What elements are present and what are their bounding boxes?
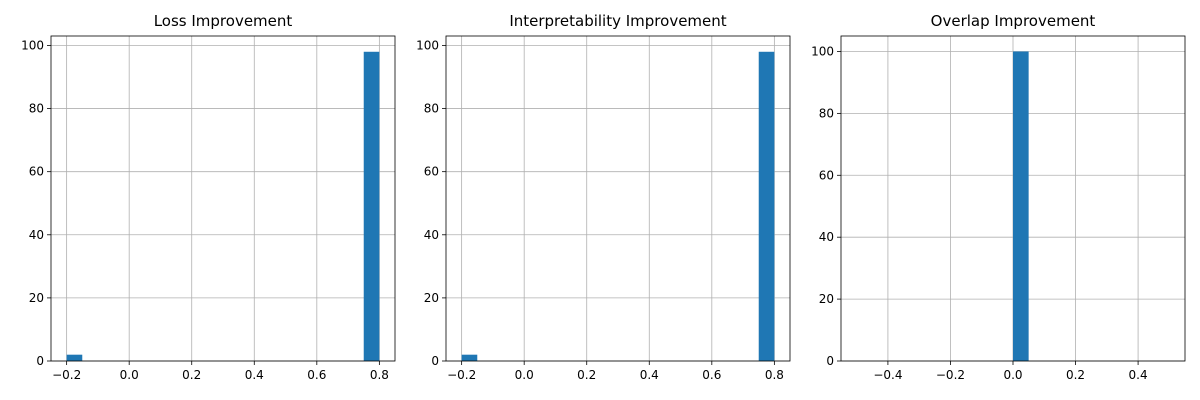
x-tick-label: 0.0: [515, 368, 534, 382]
chart-title: Overlap Improvement: [931, 12, 1096, 30]
y-tick-label: 40: [29, 228, 44, 242]
y-tick-label: 20: [424, 291, 439, 305]
y-tick-label: 20: [29, 291, 44, 305]
x-tick-label: 0.2: [577, 368, 596, 382]
chart-title: Loss Improvement: [154, 12, 293, 30]
y-tick-label: 60: [819, 168, 834, 182]
y-tick-label: 100: [21, 38, 44, 52]
chart-title: Interpretability Improvement: [509, 12, 726, 30]
y-tick-label: 40: [424, 228, 439, 242]
x-tick-label: 0.2: [1066, 368, 1085, 382]
histogram-bar: [758, 51, 775, 361]
y-tick-label: 40: [819, 230, 834, 244]
y-tick-label: 80: [819, 106, 834, 120]
y-tick-label: 100: [416, 38, 439, 52]
x-tick-label: 0.2: [182, 368, 201, 382]
chart-panel-2: −0.2 0.0 0.2 0.4 0.6 0.8 0 20 40 60 80 100 Interpret…: [416, 12, 791, 382]
x-tick-label: 0.6: [702, 368, 721, 382]
y-tick-label: 80: [29, 102, 44, 116]
x-tick-label: 0.0: [120, 368, 139, 382]
chart-panel-3: −0.4 −0.2 0.0 0.2 0.4 0 20 40 60 80 100 Overlap Imp…: [811, 12, 1186, 382]
histogram-bar: [66, 354, 83, 361]
x-tick-label: 0.4: [640, 368, 659, 382]
x-tick-label: −0.4: [873, 368, 902, 382]
axes-frame: [50, 35, 396, 362]
x-tick-label: 0.6: [307, 368, 326, 382]
axes-frame: [445, 35, 791, 362]
x-tick-label: −0.2: [936, 368, 965, 382]
x-tick-label: 0.0: [1003, 368, 1022, 382]
histogram-bar: [363, 51, 380, 361]
y-tick-label: 100: [811, 44, 834, 58]
y-tick-label: 0: [826, 354, 834, 368]
histogram-bar: [461, 354, 478, 361]
x-tick-label: 0.8: [765, 368, 784, 382]
y-tick-label: 80: [424, 102, 439, 116]
histogram-bar: [1013, 51, 1029, 361]
x-tick-label: 0.4: [1129, 368, 1148, 382]
x-tick-label: −0.2: [447, 368, 476, 382]
y-tick-label: 60: [424, 165, 439, 179]
y-tick-label: 20: [819, 292, 834, 306]
x-tick-label: −0.2: [52, 368, 81, 382]
chart-panel-1: −0.2 0.0 0.2 0.4 0.6 0.8 0 20 40 60 80 100 Loss Impr…: [21, 12, 396, 382]
y-tick-label: 0: [431, 354, 439, 368]
x-tick-label: 0.4: [245, 368, 264, 382]
y-tick-label: 60: [29, 165, 44, 179]
y-tick-label: 0: [36, 354, 44, 368]
x-tick-label: 0.8: [370, 368, 389, 382]
